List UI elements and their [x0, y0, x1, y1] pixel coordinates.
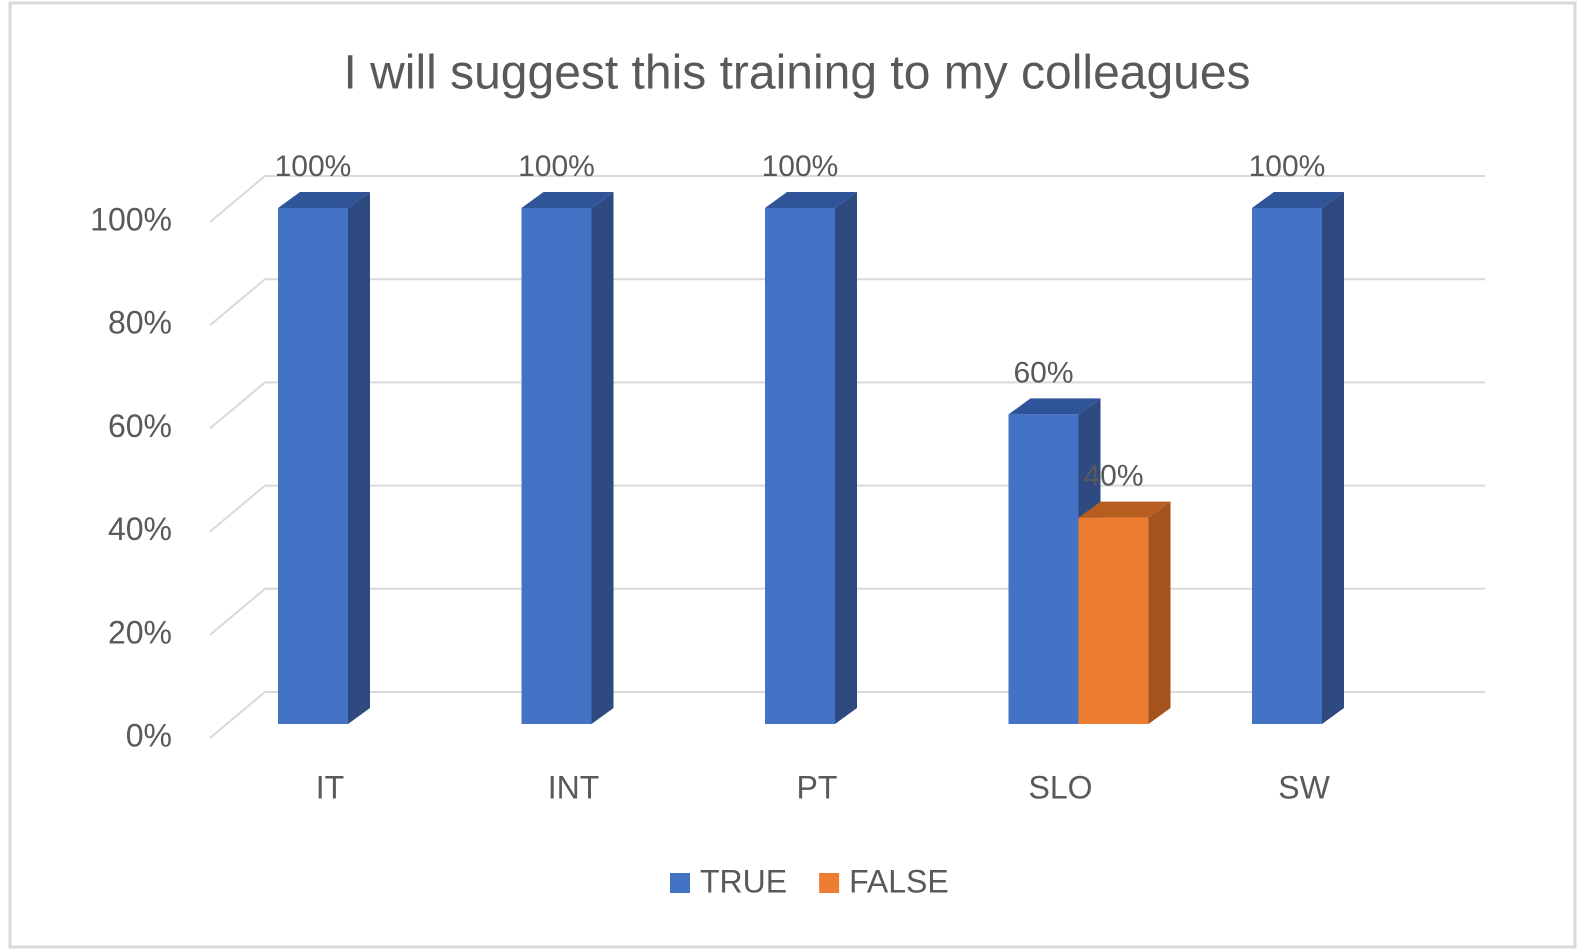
x-tick-label: SLO: [1028, 769, 1092, 805]
bar: [1252, 208, 1322, 724]
legend-label: TRUE: [700, 863, 787, 899]
bar: [1078, 517, 1149, 724]
bar-top: [278, 192, 370, 208]
bar: [1008, 414, 1079, 724]
y-tick-label: 40%: [108, 511, 172, 547]
bar: [765, 208, 835, 724]
x-tick-label: INT: [548, 769, 600, 805]
bar-top: [765, 192, 857, 208]
y-tick-label: 100%: [90, 201, 172, 237]
legend-swatch: [819, 873, 840, 893]
data-label: 60%: [1013, 356, 1073, 389]
y-tick-label: 0%: [126, 717, 172, 753]
y-tick-label: 60%: [108, 408, 172, 444]
data-label: 40%: [1083, 460, 1143, 493]
bar-side: [591, 192, 614, 724]
bar-side: [1148, 501, 1171, 724]
data-label: 100%: [275, 150, 352, 183]
bar-top: [521, 192, 614, 208]
y-tick-label: 80%: [108, 305, 172, 341]
grid-line: [209, 381, 1485, 430]
bar: [278, 208, 348, 724]
data-label: 100%: [762, 150, 839, 183]
legend-label: FALSE: [849, 863, 949, 899]
legend-swatch: [670, 873, 690, 893]
bar-side: [1322, 192, 1344, 724]
bar-side: [348, 192, 370, 724]
grid-line: [209, 175, 1485, 223]
chart-title: I will suggest this training to my colle…: [343, 47, 1250, 100]
x-tick-label: PT: [797, 769, 838, 805]
bar-top: [1252, 192, 1344, 208]
y-tick-label: 20%: [108, 614, 172, 650]
x-tick-label: IT: [316, 769, 344, 805]
x-tick-label: SW: [1278, 769, 1330, 805]
bar: [521, 208, 592, 724]
bar-top: [1008, 398, 1101, 415]
bar-side: [835, 192, 857, 724]
data-label: 100%: [518, 150, 595, 183]
grid-line: [209, 278, 1485, 326]
data-label: 100%: [1249, 150, 1326, 183]
bar-top: [1078, 501, 1171, 518]
